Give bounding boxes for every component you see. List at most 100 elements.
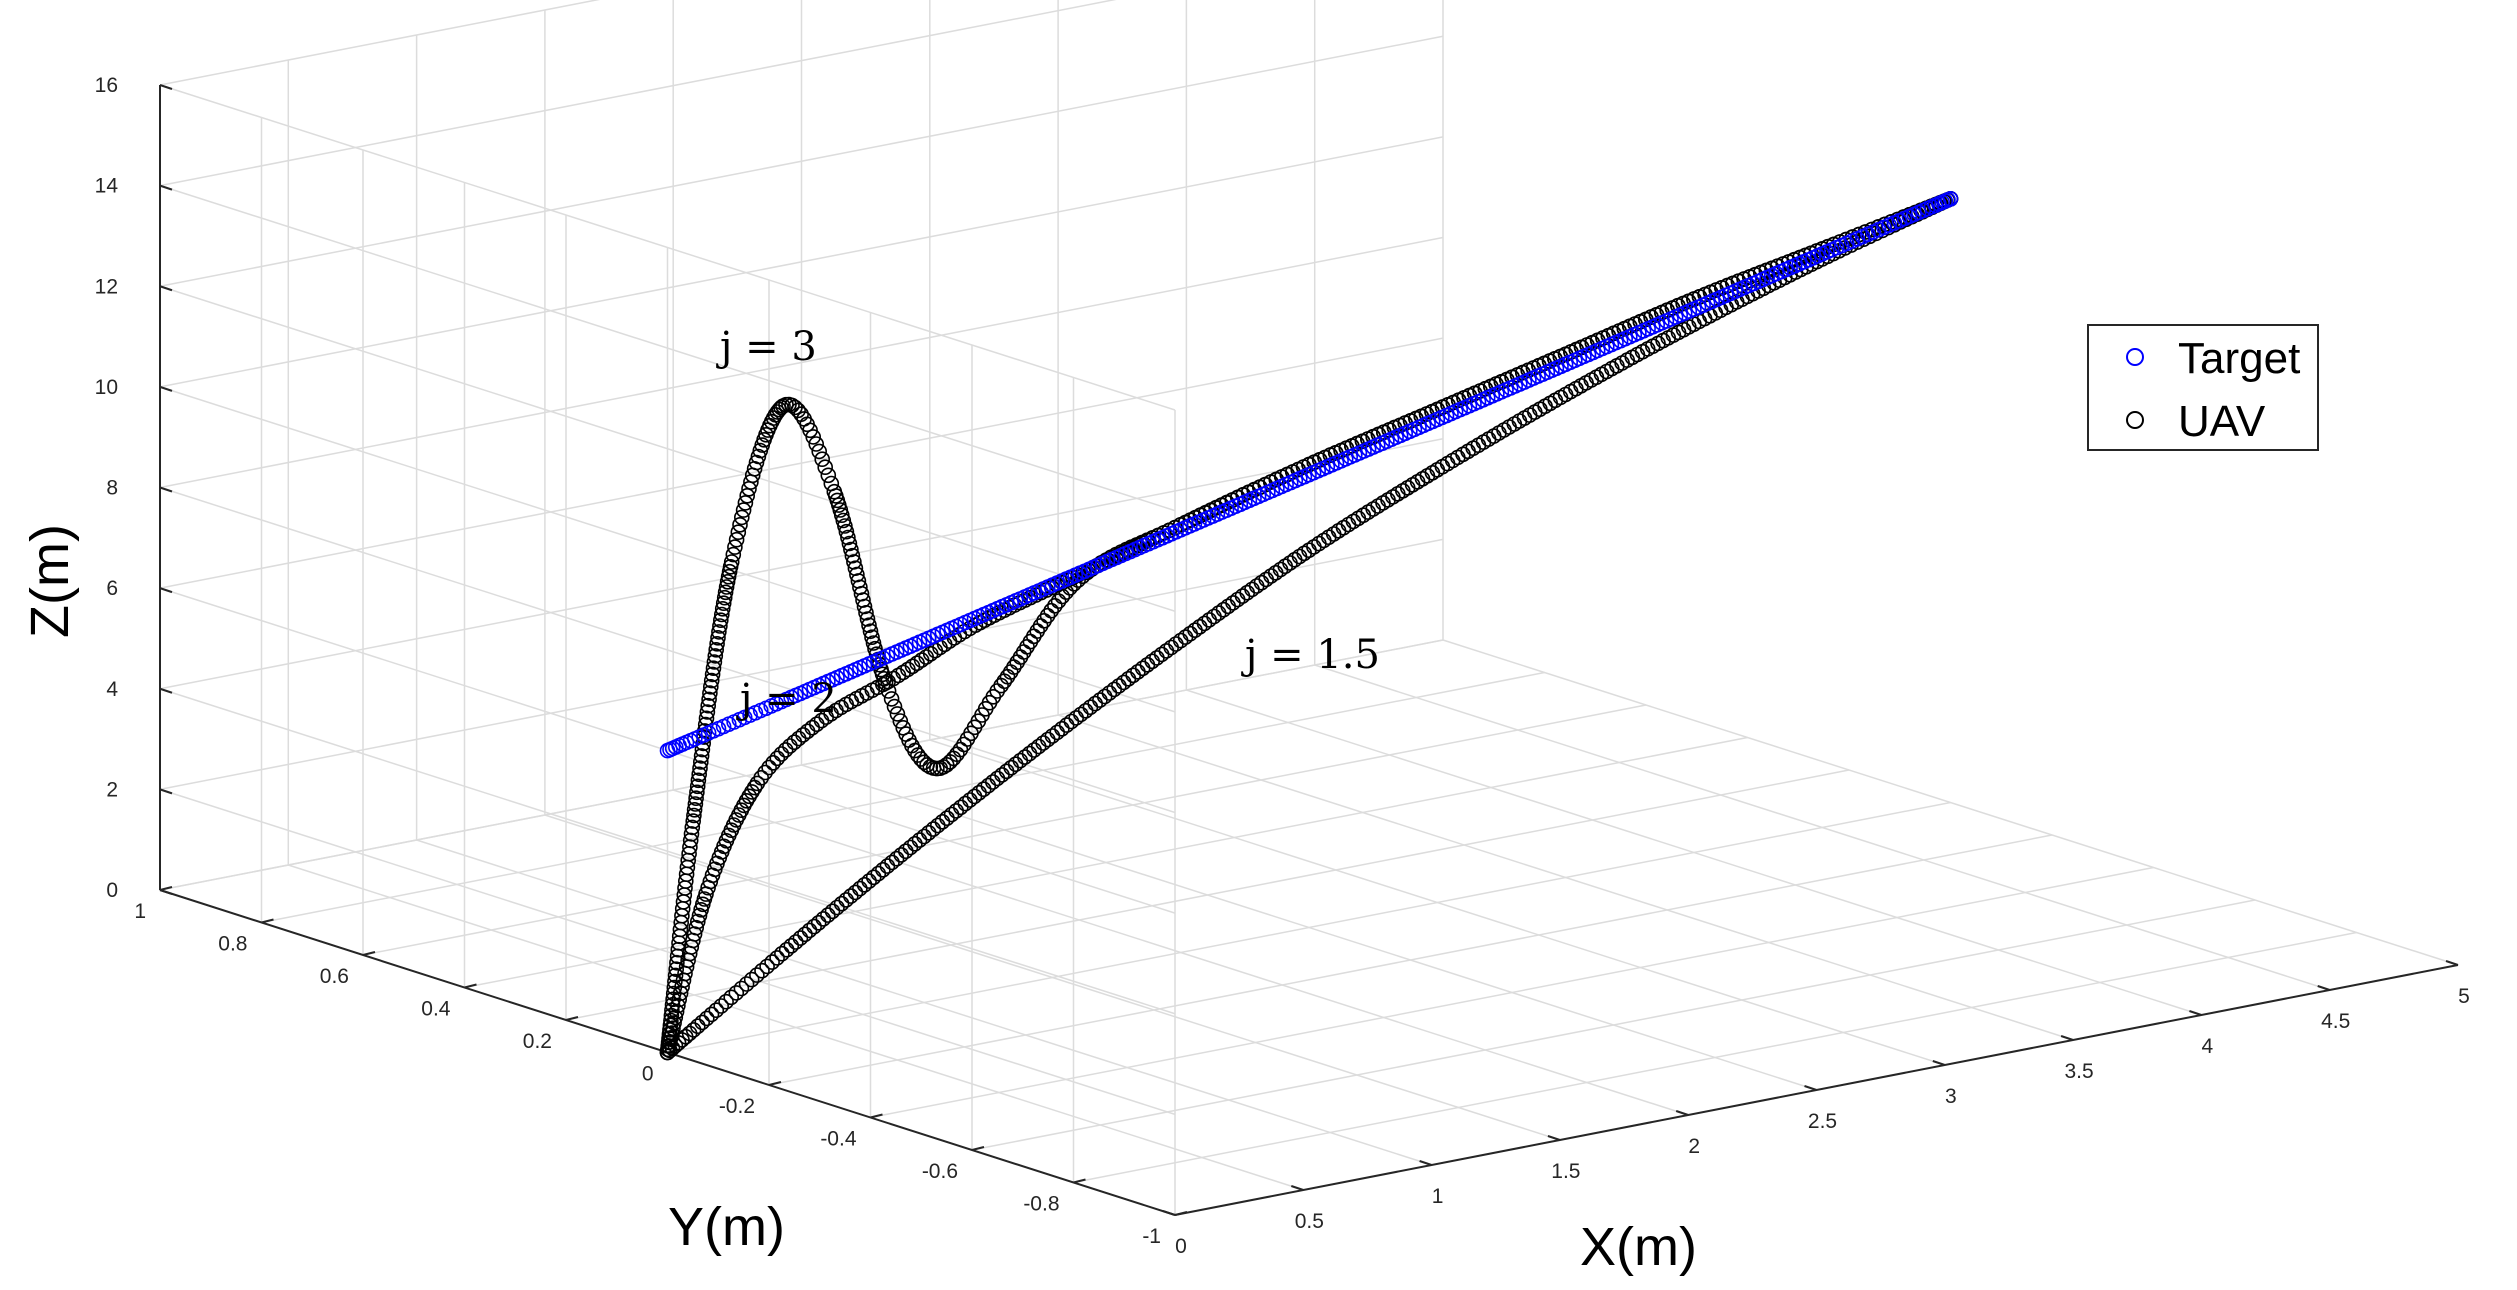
- point-1-215: [1054, 588, 1071, 605]
- point-3-189: [1552, 389, 1569, 406]
- point-1-75: [715, 595, 732, 612]
- point-2-23: [689, 913, 706, 930]
- point-3-116: [1191, 618, 1208, 635]
- point-2-54: [769, 750, 786, 767]
- grid-backwall-z-4: [159, 236, 1444, 489]
- point-3-192: [1568, 380, 1584, 397]
- point-1-37: [683, 826, 700, 842]
- point-3-62: [939, 810, 955, 827]
- point-3-125: [1234, 588, 1251, 604]
- point-1-66: [707, 648, 724, 664]
- point-3-39: [833, 895, 850, 912]
- grid-floor-y-3: [870, 866, 2154, 1119]
- point-1-89: [733, 509, 750, 526]
- point-3-78: [1012, 752, 1029, 769]
- point-1-38: [684, 819, 701, 836]
- point-3-117: [1196, 615, 1213, 632]
- point-2-58: [786, 734, 803, 751]
- point-1-43: [688, 790, 704, 807]
- point-3-106: [1144, 653, 1160, 670]
- point-3-151: [1360, 504, 1376, 520]
- point-3-115: [1187, 622, 1203, 639]
- y-tick-label-8: 0.6: [320, 965, 349, 988]
- point-1-126: [820, 467, 837, 484]
- point-1-167: [892, 713, 909, 729]
- point-3-191: [1562, 383, 1579, 400]
- x-tick-6: [1932, 1060, 1946, 1066]
- point-3-41: [842, 888, 859, 904]
- y-tick-2: [971, 1146, 985, 1151]
- point-1-216: [1058, 584, 1074, 600]
- point-3-37: [824, 903, 841, 920]
- point-1-213: [1047, 597, 1063, 614]
- point-1-47: [691, 766, 708, 783]
- z-tick-label-2: 4: [106, 678, 118, 701]
- annotation-j2: j = 2: [736, 676, 837, 722]
- annotation-layer: j = 3 j = 2 j = 1.5: [716, 324, 1380, 722]
- x-tick-9: [2317, 985, 2331, 991]
- point-1-42: [687, 796, 704, 812]
- point-3-75: [998, 763, 1015, 780]
- y-tick-label-7: 0.4: [421, 998, 451, 1021]
- point-3-181: [1511, 413, 1528, 429]
- point-2-53: [765, 754, 782, 771]
- y-tick-label-2: -0.6: [922, 1160, 958, 1183]
- point-3-184: [1527, 404, 1543, 420]
- point-1-116: [790, 402, 806, 419]
- point-1-135: [837, 518, 853, 534]
- point-3-120: [1210, 605, 1227, 621]
- point-3-146: [1335, 519, 1352, 536]
- point-1-8: [663, 1012, 679, 1029]
- grid-leftwall-z-2: [159, 688, 1176, 1015]
- point-3-121: [1215, 601, 1232, 618]
- point-2-47: [744, 784, 760, 800]
- point-3-34: [810, 914, 827, 931]
- point-3-21: [749, 967, 765, 983]
- point-3-81: [1026, 742, 1042, 758]
- legend-label-target: Target: [2178, 334, 2300, 383]
- point-3-69: [971, 784, 987, 801]
- point-1-62: [703, 672, 720, 689]
- grid-floor-y-1: [1073, 931, 2357, 1184]
- z-tick-label-3: 6: [106, 577, 118, 600]
- point-3-150: [1355, 507, 1372, 524]
- grid-backwall-z-8: [159, 0, 601, 86]
- y-tick-label-10: 1: [134, 900, 146, 923]
- point-2-61: [799, 723, 816, 740]
- point-1-36: [682, 832, 699, 849]
- point-3-22: [754, 962, 770, 979]
- point-1-70: [711, 624, 727, 640]
- point-3-64: [948, 803, 965, 819]
- grid-backwall-z-7: [159, 0, 1117, 187]
- point-1-41: [686, 801, 703, 818]
- x-tick-5: [1804, 1085, 1817, 1091]
- point-3-45: [861, 873, 877, 889]
- point-3-180: [1506, 416, 1523, 432]
- grid-leftwall-z-6: [159, 285, 1176, 612]
- point-3-145: [1330, 522, 1347, 539]
- point-3-14: [713, 998, 730, 1014]
- point-1-12: [665, 991, 681, 1008]
- point-1-76: [716, 589, 733, 606]
- z-tick-5: [159, 385, 173, 392]
- point-3-153: [1370, 498, 1386, 514]
- point-3-134: [1277, 558, 1293, 575]
- point-3-28: [783, 937, 800, 954]
- point-1-48: [692, 760, 708, 777]
- point-1-39: [685, 813, 702, 829]
- grid-backwall-z-3: [159, 337, 1444, 589]
- point-1-69: [710, 629, 726, 646]
- point-3-29: [787, 934, 804, 950]
- point-3-26: [774, 945, 790, 962]
- point-1-58: [700, 697, 717, 714]
- point-3-53: [897, 843, 914, 860]
- point-1-67: [708, 641, 725, 658]
- point-3-148: [1345, 513, 1362, 530]
- point-2-62: [804, 719, 821, 736]
- y-tick-label-5: 0: [642, 1063, 654, 1086]
- z-tick-4: [159, 486, 173, 493]
- point-3-99: [1111, 678, 1127, 694]
- y-tick-3: [870, 1113, 883, 1119]
- series-1-j-3: [659, 191, 1959, 1061]
- point-3-38: [829, 899, 845, 916]
